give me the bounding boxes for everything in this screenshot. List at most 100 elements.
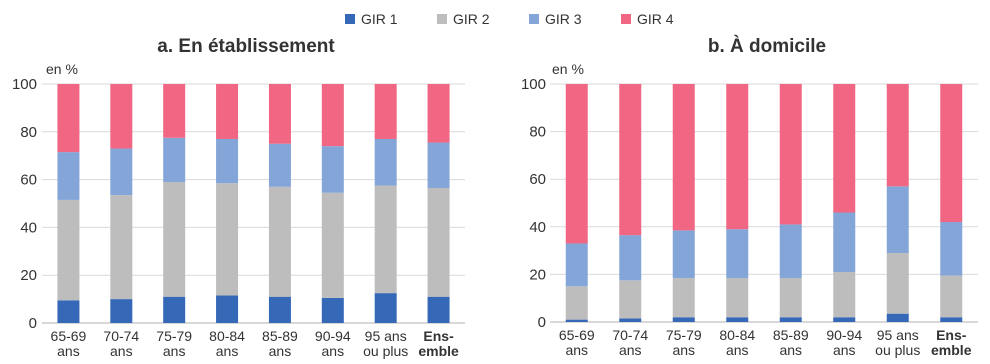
x-tick-label-line: 75-79 bbox=[156, 328, 192, 344]
y-tick-label: 0 bbox=[538, 314, 546, 331]
bar-segment bbox=[374, 293, 397, 323]
y-tick-label: 100 bbox=[521, 76, 546, 93]
x-tick-label: Ens-emble bbox=[931, 327, 972, 358]
legend-label: GIR 3 bbox=[545, 11, 582, 27]
y-axis-label: en % bbox=[46, 61, 78, 77]
x-tick-label: 85-89 ans bbox=[773, 327, 809, 358]
x-tick-label: 70-74 ans bbox=[612, 327, 648, 358]
x-tick-label: 90-94 ans bbox=[315, 328, 351, 359]
x-tick-label-line: 90-94 bbox=[315, 328, 351, 344]
x-tick-label-line: 70-74 bbox=[612, 327, 648, 343]
bar-segment bbox=[833, 272, 856, 318]
bar-segment bbox=[565, 243, 588, 287]
x-tick-label-line: ans bbox=[269, 343, 292, 359]
bar-segment bbox=[565, 84, 588, 244]
x-tick-label-line: 65-69 bbox=[51, 328, 87, 344]
bar-segment bbox=[619, 280, 642, 319]
y-tick-label: 40 bbox=[529, 219, 546, 236]
x-tick-label: 85-89 ans bbox=[262, 328, 298, 359]
bar-segment bbox=[374, 185, 397, 294]
bar-segment bbox=[726, 317, 749, 322]
x-tick-label-line: ans bbox=[57, 343, 80, 359]
x-tick-label: 65-69 ans bbox=[51, 328, 87, 359]
bar-segment bbox=[268, 296, 291, 323]
legend-swatch bbox=[621, 14, 631, 24]
bar-segment bbox=[565, 319, 588, 322]
bar-segment bbox=[886, 84, 909, 187]
x-tick-label-line: ans bbox=[216, 343, 239, 359]
x-tick-label-line: 90-94 bbox=[826, 327, 862, 343]
x-tick-label-line: ans bbox=[565, 342, 588, 358]
x-tick-label-line: ans bbox=[322, 343, 345, 359]
x-tick-label-line: 80-84 bbox=[209, 328, 245, 344]
bar-segment bbox=[672, 277, 695, 318]
bar-segment bbox=[321, 297, 344, 323]
x-tick-label-line: Ens- bbox=[423, 328, 454, 344]
y-tick-label: 100 bbox=[12, 76, 37, 93]
x-tick-label-line: ans bbox=[779, 342, 802, 358]
y-tick-label: 20 bbox=[20, 267, 37, 284]
y-tick-label: 60 bbox=[20, 172, 37, 189]
bar-segment bbox=[833, 317, 856, 322]
legend-label: GIR 4 bbox=[637, 11, 674, 27]
bar-segment bbox=[57, 199, 80, 301]
x-tick-label-line: ans bbox=[726, 342, 749, 358]
bar-segment bbox=[779, 277, 802, 318]
bar-segment bbox=[886, 252, 909, 314]
bar-segment bbox=[163, 296, 186, 323]
panel-en-etablissement: a. En établissement en % 0 20 40 60 80 100 65-69… bbox=[12, 36, 465, 359]
bar-segment bbox=[779, 84, 802, 225]
bar-segment bbox=[216, 138, 239, 184]
x-tick-label-line: ans bbox=[619, 342, 642, 358]
bar-segment bbox=[268, 84, 291, 144]
bar-segment bbox=[940, 222, 963, 276]
bar-segment bbox=[374, 138, 397, 186]
panel-title: a. En établissement bbox=[157, 36, 335, 57]
x-tick-label: Ens-emble bbox=[418, 328, 459, 359]
bar-segment bbox=[163, 137, 186, 182]
x-tick-label-line: 70-74 bbox=[103, 328, 139, 344]
bar-segment bbox=[726, 229, 749, 278]
panel-title: b. À domicile bbox=[708, 35, 826, 57]
bar-segment bbox=[427, 142, 450, 188]
legend-swatch bbox=[529, 14, 539, 24]
y-tick-label: 40 bbox=[20, 219, 37, 236]
legend-label: GIR 1 bbox=[361, 11, 398, 27]
x-tick-label: 95 ans ou plus bbox=[875, 327, 920, 358]
x-tick-label: 75-79 ans bbox=[666, 327, 702, 358]
x-tick-label-line: 75-79 bbox=[666, 327, 702, 343]
x-tick-label-line: ans bbox=[110, 343, 133, 359]
bar-segment bbox=[940, 275, 963, 318]
x-tick-label-line: ans bbox=[833, 342, 856, 358]
bar-segment bbox=[374, 84, 397, 139]
legend-swatch bbox=[437, 14, 447, 24]
x-tick-label-line: ou plus bbox=[363, 343, 408, 359]
bar-segment bbox=[672, 84, 695, 231]
bar-segment bbox=[57, 152, 80, 200]
bar-segment bbox=[726, 277, 749, 318]
x-tick-label-line: 85-89 bbox=[773, 327, 809, 343]
bar-segment bbox=[672, 230, 695, 278]
x-tick-label: 80-84 ans bbox=[209, 328, 245, 359]
x-tick-label-line: ans bbox=[163, 343, 186, 359]
bar-segment bbox=[672, 317, 695, 322]
bar-segment bbox=[833, 84, 856, 213]
bar-segment bbox=[321, 84, 344, 147]
bar-segment bbox=[57, 300, 80, 323]
x-tick-label-line: emble bbox=[418, 343, 459, 359]
x-tick-label: 65-69 ans bbox=[559, 327, 595, 358]
bar-segment bbox=[268, 186, 291, 297]
bar-segment bbox=[216, 183, 239, 296]
bar-segment bbox=[110, 84, 133, 149]
bar-segment bbox=[321, 192, 344, 298]
x-tick-label-line: Ens- bbox=[936, 327, 967, 343]
x-tick-label: 75-79 ans bbox=[156, 328, 192, 359]
bar-segment bbox=[779, 224, 802, 278]
bar-segment bbox=[110, 299, 133, 323]
y-tick-label: 80 bbox=[529, 124, 546, 141]
x-tick-label-line: 95 ans bbox=[365, 328, 407, 344]
x-tick-label-line: 65-69 bbox=[559, 327, 595, 343]
bar-segment bbox=[57, 84, 80, 153]
